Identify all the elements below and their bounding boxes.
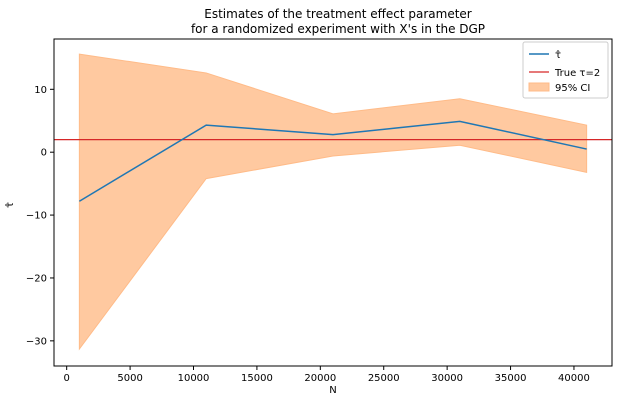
x-tick-label: 10000: [178, 373, 210, 384]
chart-title-line-1: Estimates of the treatment effect parame…: [204, 7, 472, 21]
x-tick-label: 20000: [304, 373, 336, 384]
x-tick-label: 0: [63, 373, 69, 384]
x-tick-label: 25000: [368, 373, 400, 384]
legend-label-ci: 95% CI: [555, 83, 590, 94]
plot-area: 0 5000 10000 15000 20000 25000 30000 35000 40000…: [26, 38, 613, 384]
x-tick-label: 40000: [558, 373, 590, 384]
legend-label-true-tau: True τ=2: [554, 68, 600, 79]
x-tick-label: 30000: [431, 373, 463, 384]
plot-frame: [53, 38, 613, 367]
y-axis-label: τ̂: [4, 202, 16, 208]
x-tick-label: 15000: [241, 373, 273, 384]
x-axis-label: N: [329, 385, 336, 396]
x-tick-label: 5000: [117, 373, 142, 384]
ci-band: [78, 53, 588, 351]
y-tick-label: 0: [41, 148, 47, 159]
legend-label-tau-hat: τ̂: [555, 49, 561, 61]
x-tick-label: 35000: [495, 373, 527, 384]
y-tick-label: −30: [26, 336, 47, 347]
chart-title-line-2: for a randomized experiment with X's in …: [191, 22, 485, 36]
y-tick-label: −10: [26, 211, 47, 222]
y-tick-label: 10: [34, 85, 47, 96]
legend: τ̂ True τ=2 95% CI: [522, 41, 609, 99]
legend-swatch-ci: [528, 82, 550, 92]
series-line-tau-hat: [78, 120, 587, 202]
y-tick-label: −20: [26, 273, 47, 284]
